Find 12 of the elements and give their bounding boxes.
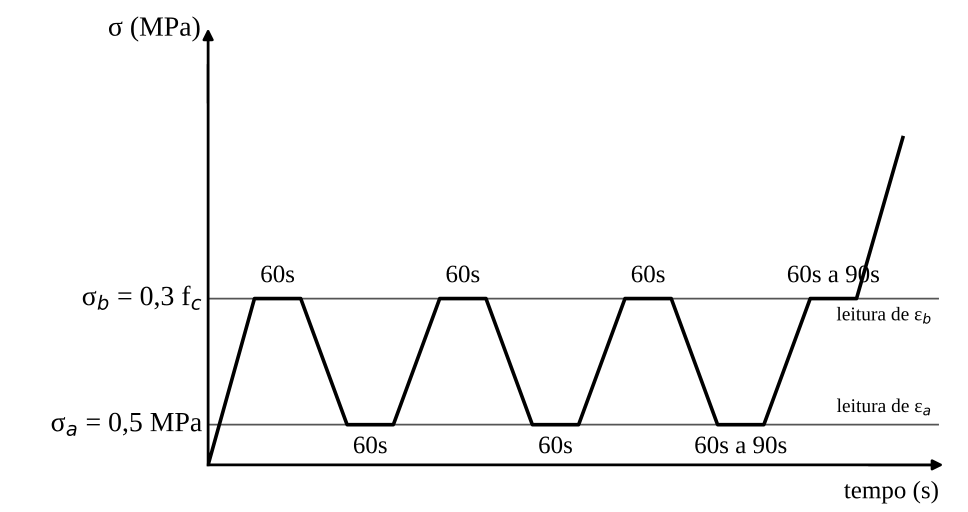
ref-line-label: leitura de ε$_{a}$ — [836, 398, 930, 416]
ref-line-label: leitura de ε$_{b}$ — [836, 306, 930, 324]
text: σ$_{b}$ = 0,3 f$_{c}$ — [82, 286, 202, 310]
annotation: 60s — [354, 436, 387, 454]
y-axis-title: σ (MPa) — [108, 16, 200, 42]
x-axis-title: tempo (s) — [844, 480, 938, 504]
annotation: 60s — [632, 266, 665, 282]
annotation: 60s — [539, 436, 572, 454]
annotation: 60s a 90s — [695, 436, 786, 454]
annotation: 60s — [446, 266, 480, 282]
text: σ$_{a}$ = 0,5 MPa — [52, 412, 202, 436]
annotation: 60s — [261, 266, 294, 282]
